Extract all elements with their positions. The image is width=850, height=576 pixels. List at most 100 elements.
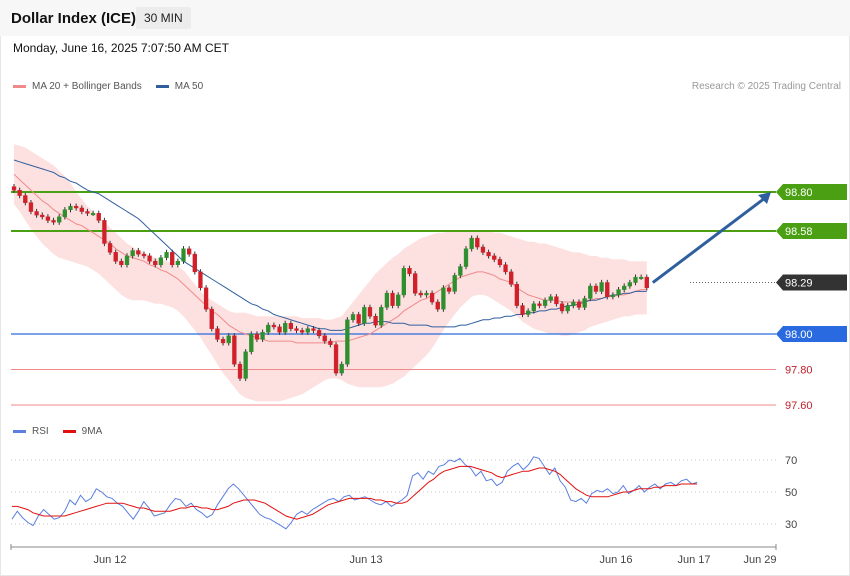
candle-body	[141, 253, 147, 257]
candle-body	[68, 205, 73, 210]
header-bar: Dollar Index (ICE) 30 MIN	[0, 0, 850, 36]
candle-body	[260, 331, 265, 340]
candle-body	[441, 287, 446, 310]
candle	[17, 187, 22, 199]
candle	[367, 304, 373, 319]
candle	[576, 299, 582, 311]
candle-body	[51, 220, 56, 223]
level-tag-97-80: 97.80	[785, 365, 813, 377]
candle-body	[187, 248, 192, 255]
legend-item-ma20: MA 20 + Bollinger Bands	[13, 81, 142, 92]
candle-body	[492, 255, 497, 260]
candle-body	[113, 252, 118, 262]
candle-body	[45, 216, 51, 221]
candle	[509, 269, 514, 287]
candle	[435, 299, 440, 312]
candle	[316, 327, 322, 339]
candle-body	[198, 271, 203, 289]
candle	[469, 235, 474, 252]
bollinger-band-fill	[14, 144, 647, 402]
candle	[249, 331, 254, 355]
candle-body	[593, 285, 599, 292]
candle-body	[367, 307, 373, 317]
candle-body	[407, 268, 412, 274]
candle	[68, 203, 73, 213]
candle	[458, 263, 463, 279]
candle-body	[232, 335, 237, 365]
candle-body	[503, 264, 508, 273]
candle	[40, 212, 45, 220]
candle-body	[136, 250, 141, 255]
candle	[639, 274, 644, 280]
level-tag-bg-98-80	[776, 184, 847, 200]
legend-label-ma50: MA 50	[174, 81, 204, 92]
candle-body	[345, 319, 350, 365]
candle	[311, 326, 316, 334]
candle-body	[28, 202, 34, 212]
candle-body	[396, 294, 401, 306]
rsi-tick-label: 50	[785, 487, 797, 499]
level-tag-98-00: 98.00	[776, 326, 847, 342]
candle	[96, 210, 101, 224]
candle	[373, 313, 378, 328]
candle	[633, 274, 638, 286]
candle-body	[220, 339, 226, 344]
candle	[271, 322, 277, 330]
candle	[441, 285, 446, 312]
level-tag-bg-98-58	[776, 223, 847, 240]
candle	[526, 308, 531, 318]
candle	[644, 274, 649, 291]
candle-body	[622, 285, 627, 290]
candle	[198, 269, 203, 291]
candle	[79, 205, 84, 215]
rsi-line	[11, 456, 698, 530]
candle-body	[520, 305, 525, 315]
candle	[407, 265, 412, 277]
candle	[45, 214, 51, 224]
candle	[85, 208, 90, 216]
candle	[74, 203, 79, 211]
time-axis-label: Jun 29	[743, 554, 776, 566]
candle	[350, 311, 356, 323]
time-axis-label: Jun 16	[599, 554, 632, 566]
candle-body	[480, 246, 486, 253]
candle	[605, 279, 610, 300]
candle	[418, 290, 423, 298]
projection-arrow-shaft	[651, 196, 766, 284]
candle	[514, 281, 520, 309]
candle-body	[124, 255, 130, 266]
level-tag-label: 98.58	[785, 226, 813, 238]
candle	[226, 333, 231, 346]
candle	[548, 294, 553, 303]
candle	[23, 192, 28, 206]
candle-body	[328, 340, 333, 345]
candle	[503, 262, 508, 275]
candle	[390, 290, 395, 309]
candle	[102, 217, 107, 247]
candle-body	[588, 285, 593, 299]
candle-body	[322, 335, 327, 342]
candle-body	[475, 237, 480, 248]
candle-body	[605, 282, 610, 297]
candle	[396, 292, 401, 309]
candle-body	[23, 195, 28, 203]
candle-body	[554, 296, 559, 305]
candle-body	[11, 186, 17, 191]
candle	[559, 301, 565, 314]
candle	[345, 317, 350, 367]
candle	[243, 349, 248, 382]
candle-body	[514, 284, 520, 306]
candle	[492, 253, 497, 263]
candle-body	[57, 216, 62, 223]
level-tag-bg-98-00	[776, 326, 847, 342]
candle-body	[435, 301, 440, 310]
credit-text: Research © 2025 Trading Central	[691, 81, 841, 92]
candle	[401, 265, 407, 298]
candle-body	[249, 333, 254, 352]
candle-body	[582, 298, 587, 308]
candle-body	[300, 330, 305, 333]
candle	[203, 285, 209, 312]
candle	[90, 210, 96, 216]
interval-selector[interactable]: 30 MIN	[136, 7, 191, 29]
